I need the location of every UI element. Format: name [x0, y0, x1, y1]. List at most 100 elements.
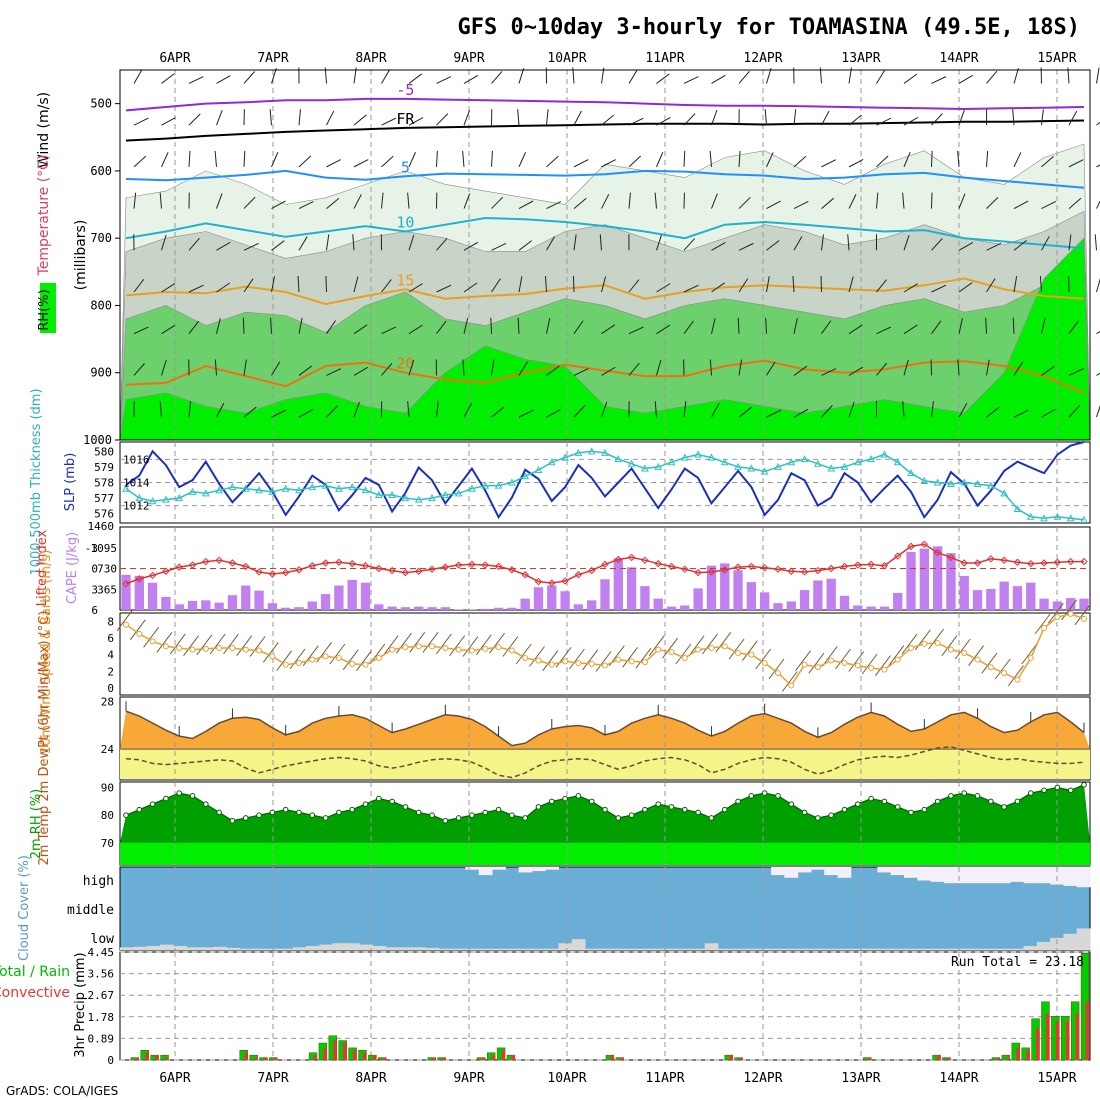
cloud-low-block [226, 947, 241, 950]
rh2m-marker [296, 809, 302, 816]
rh2m-marker [216, 809, 222, 816]
wind-speed-marker [641, 659, 648, 666]
li-marker [361, 562, 370, 570]
wind-barb [1012, 109, 1015, 126]
isotherm-line [125, 97, 1085, 112]
thickness-marker [547, 458, 556, 466]
li-marker [1013, 558, 1022, 566]
precip-convective-bar [1036, 1028, 1040, 1060]
cloud-low-block [824, 948, 839, 950]
cloud-high-block [837, 867, 852, 878]
isotherm-line [125, 277, 1085, 306]
wind-barb [216, 193, 223, 209]
wind-barb [463, 318, 469, 334]
li-line [125, 543, 1084, 585]
wind-barb [902, 401, 905, 418]
rh2m-marker [149, 801, 156, 807]
cloud-low-block [133, 946, 148, 950]
wind-barb [214, 359, 217, 376]
wind-barb [325, 275, 327, 293]
wind-barb [711, 282, 725, 293]
wind-speed-marker [402, 644, 409, 651]
surface-wind-barb [994, 658, 1011, 680]
date-label-bottom: 15APR [1037, 1071, 1076, 1086]
wind-barb [1068, 110, 1078, 126]
wind-barb [546, 365, 560, 376]
surface-wind-barb [382, 635, 399, 656]
isotherm-line [125, 359, 1085, 394]
surface-wind-barb [249, 636, 266, 657]
wind-barb [628, 69, 638, 84]
rh2m-marker [189, 793, 196, 799]
wind-barb [518, 152, 527, 168]
li-marker [468, 560, 476, 569]
wind-speed-marker [535, 657, 542, 664]
run-total-label: Run Total = 23.18 [951, 955, 1084, 970]
li-marker [800, 568, 809, 576]
wind-barb [573, 197, 587, 209]
thickness-marker [321, 481, 330, 489]
cape-bar [706, 565, 717, 610]
surface-wind-barb [409, 632, 426, 653]
precip-convective-bar [442, 1057, 446, 1060]
li-marker [268, 570, 277, 578]
wind-speed-marker [774, 670, 781, 676]
cloud-high-block [492, 867, 506, 870]
li-marker [321, 559, 330, 567]
surface-wind-barb [875, 655, 891, 676]
cloud-low-block [598, 948, 613, 950]
precip-convective-bar [729, 1055, 733, 1060]
li-marker [534, 577, 543, 586]
wind-barb [408, 283, 423, 293]
wind-speed-marker [468, 647, 475, 654]
precip-convective-bar [937, 1055, 941, 1060]
wind-barb [546, 201, 562, 210]
wind-barb [298, 365, 313, 376]
wind-barb [1013, 409, 1029, 418]
wind-barb [1039, 276, 1042, 293]
wind-barb [738, 406, 752, 418]
wind-speed-marker [814, 664, 821, 671]
thickness-marker [481, 481, 490, 489]
wind-barb [407, 401, 410, 418]
wind-barb [407, 192, 410, 209]
cloud-high-block [930, 867, 945, 882]
wind-barb [683, 76, 699, 84]
cape-bar [334, 585, 344, 610]
cape-bar [680, 605, 690, 610]
wind-barb [271, 240, 285, 251]
wind-barb [188, 320, 200, 335]
surface-wind-barb [768, 658, 785, 680]
wind-barb [793, 365, 808, 376]
cape-li-panel: -3 0 3 6 1095 730 365 Lifted Index CAPE (J/kg) [35, 526, 1091, 617]
cloud-low-block [957, 948, 971, 950]
cape-bar [187, 600, 198, 610]
wind-barb [876, 155, 889, 168]
y-axis-label: 1000-500mb Thickness (dm) [29, 388, 44, 575]
wind-barb [1041, 317, 1046, 334]
wind-barb [957, 150, 960, 167]
wind-barb [1096, 404, 1100, 418]
cape-bar [387, 606, 397, 610]
thickness-marker [920, 476, 929, 484]
rh2m-marker [322, 815, 329, 821]
wind-barb [573, 320, 584, 334]
rh2m-marker [535, 804, 542, 810]
rh2m-marker [668, 804, 675, 810]
precip-convective-bar [372, 1055, 377, 1060]
wind-barb [243, 359, 247, 376]
wind-barb [683, 113, 696, 126]
surface-wind-barb [1021, 643, 1038, 665]
thickness-marker [694, 450, 702, 458]
wind-barb [546, 109, 549, 126]
cape-bar [1079, 598, 1089, 610]
cape-bar [959, 575, 969, 610]
isotherm-label: 20 [396, 355, 414, 373]
thickness-marker [122, 484, 130, 492]
rh2m-marker [1054, 784, 1061, 791]
rh2m-marker [269, 809, 276, 816]
rh2m-tick-label: 70 [101, 837, 114, 850]
cape-bar [533, 587, 544, 610]
rh2m-marker [775, 793, 781, 799]
